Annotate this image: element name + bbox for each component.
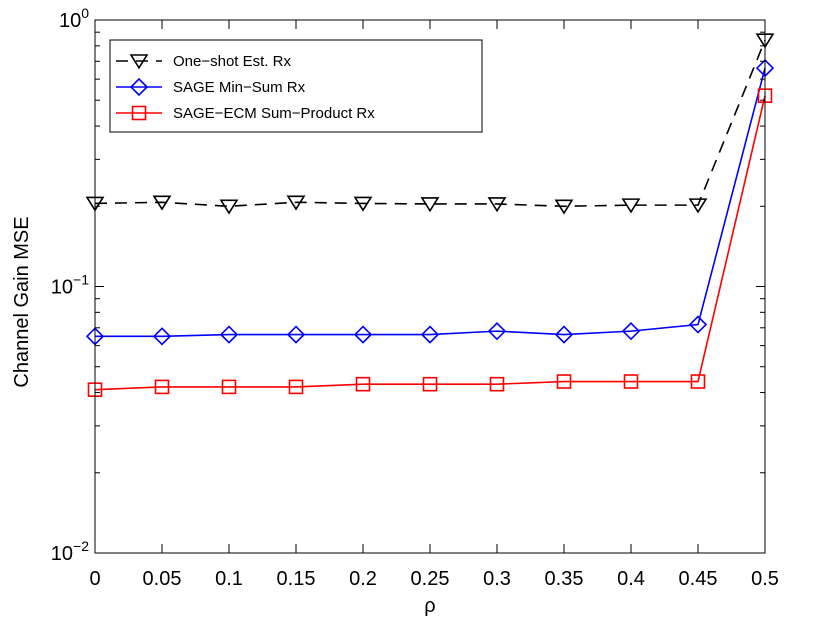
marker-square: [556, 374, 572, 389]
marker-triangle-down: [152, 195, 172, 211]
marker-diamond: [487, 322, 507, 341]
marker-square: [422, 376, 438, 392]
series-layer: [85, 33, 775, 397]
y-tick-label: 10−1: [51, 272, 89, 299]
series-line: [94, 95, 766, 391]
marker-diamond: [554, 325, 574, 344]
x-tick-label: 0.1: [215, 568, 243, 590]
legend-label: SAGE−ECM Sum−Product Rx: [173, 105, 375, 122]
legend-box: [109, 39, 483, 133]
marker-triangle-down: [420, 197, 440, 213]
marker-square: [690, 374, 706, 389]
marker-square: [131, 105, 147, 121]
marker-square: [154, 379, 170, 395]
y-tick-label: 10−2: [51, 538, 89, 565]
marker-square: [489, 376, 505, 392]
marker-triangle-down: [286, 195, 306, 211]
x-tick-label: 0.2: [349, 568, 377, 590]
marker-square: [623, 374, 639, 389]
series-line: [94, 39, 766, 208]
marker-triangle-down: [688, 198, 708, 214]
y-axis-label: Channel Gain MSE: [11, 216, 33, 387]
marker-triangle-down: [554, 199, 574, 215]
marker-square: [288, 379, 304, 395]
x-tick-label: 0.15: [277, 568, 316, 590]
marker-triangle-down: [487, 197, 507, 213]
marker-diamond: [286, 325, 306, 344]
x-tick-label: 0.3: [483, 568, 511, 590]
marker-diamond: [621, 322, 641, 341]
marker-triangle-down: [129, 54, 149, 70]
x-tick-label: 0.25: [411, 568, 450, 590]
x-tick-label: 0.4: [617, 568, 645, 590]
legend-label: One−shot Est. Rx: [173, 53, 291, 70]
marker-triangle-down: [621, 198, 641, 214]
x-tick-label: 0.45: [679, 568, 718, 590]
marker-square: [221, 379, 237, 395]
legend: One−shot Est. Rx SAGE Min−Sum Rx SAGE−ECM …: [109, 39, 483, 133]
x-tick-label: 0.5: [751, 568, 779, 590]
x-axis-label: ρ: [424, 595, 435, 617]
legend-label: SAGE Min−Sum Rx: [173, 79, 306, 96]
marker-diamond: [152, 327, 172, 346]
x-tick-label: 0.05: [143, 568, 182, 590]
marker-diamond: [353, 325, 373, 344]
series-line: [95, 67, 766, 338]
marker-square: [355, 376, 371, 392]
marker-diamond: [688, 315, 708, 334]
x-tick-label: 0.35: [545, 568, 584, 590]
marker-diamond: [420, 325, 440, 344]
marker-triangle-down: [353, 196, 373, 212]
axes-box: [94, 19, 766, 554]
x-tick-label: 0: [89, 568, 100, 590]
marker-diamond: [129, 77, 149, 97]
marker-diamond: [219, 325, 239, 344]
marker-triangle-down: [219, 199, 239, 215]
